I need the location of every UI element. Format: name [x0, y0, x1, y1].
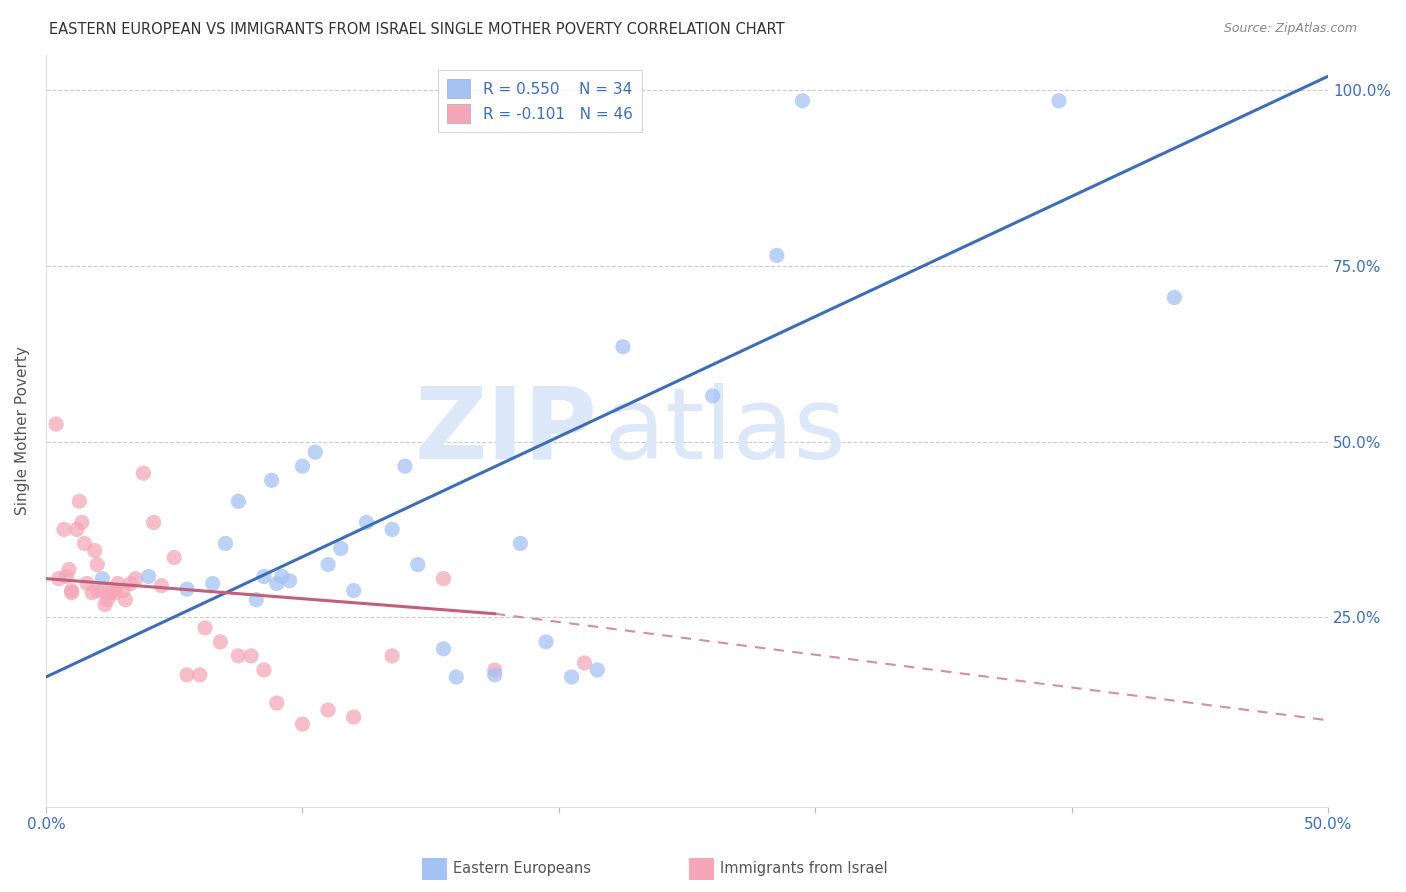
Text: EASTERN EUROPEAN VS IMMIGRANTS FROM ISRAEL SINGLE MOTHER POVERTY CORRELATION CHA: EASTERN EUROPEAN VS IMMIGRANTS FROM ISRA… — [49, 22, 785, 37]
Point — [86, 583, 108, 598]
Point — [70, 516, 93, 530]
Point — [82, 585, 104, 599]
Point — [201, 576, 224, 591]
Point — [329, 541, 352, 556]
Point — [107, 576, 129, 591]
Point — [304, 445, 326, 459]
Point — [316, 703, 339, 717]
Point — [278, 574, 301, 588]
Text: Eastern Europeans: Eastern Europeans — [453, 862, 591, 876]
Point — [111, 583, 134, 598]
Point — [270, 569, 292, 583]
Text: atlas: atlas — [603, 383, 845, 480]
Point — [381, 648, 404, 663]
Point — [94, 598, 117, 612]
Point — [432, 572, 454, 586]
Point — [291, 717, 314, 731]
Point — [702, 389, 724, 403]
Point — [266, 696, 288, 710]
Point — [406, 558, 429, 572]
Point — [120, 576, 142, 591]
Point — [266, 576, 288, 591]
Point — [245, 592, 267, 607]
Point — [574, 656, 596, 670]
Point — [792, 94, 814, 108]
Point — [73, 536, 96, 550]
Point — [446, 670, 468, 684]
Point — [240, 648, 263, 663]
Point — [96, 592, 118, 607]
Point — [104, 585, 127, 599]
Text: Source: ZipAtlas.com: Source: ZipAtlas.com — [1223, 22, 1357, 36]
Point — [226, 494, 249, 508]
Point — [1047, 94, 1070, 108]
Point — [253, 663, 276, 677]
Point — [52, 523, 75, 537]
Point — [91, 583, 114, 598]
Point — [83, 543, 105, 558]
Text: ZIP: ZIP — [415, 383, 598, 480]
Point — [176, 582, 198, 596]
Point — [67, 494, 90, 508]
Point — [343, 583, 366, 598]
Point — [55, 569, 77, 583]
Point — [612, 340, 634, 354]
Point — [76, 576, 98, 591]
Point — [194, 621, 217, 635]
Legend: R = 0.550    N = 34, R = -0.101   N = 46: R = 0.550 N = 34, R = -0.101 N = 46 — [439, 70, 641, 132]
Point — [101, 583, 124, 598]
Point — [765, 248, 787, 262]
Point — [150, 579, 173, 593]
Point — [1163, 291, 1185, 305]
Point — [98, 585, 121, 599]
Point — [253, 569, 276, 583]
Point — [316, 558, 339, 572]
Point — [142, 516, 165, 530]
Point — [114, 592, 136, 607]
Point — [484, 663, 506, 677]
Point — [343, 710, 366, 724]
Point — [561, 670, 583, 684]
Text: Immigrants from Israel: Immigrants from Israel — [720, 862, 887, 876]
Point — [125, 572, 148, 586]
Point — [226, 648, 249, 663]
Point — [58, 562, 80, 576]
Point — [163, 550, 186, 565]
Point — [86, 558, 108, 572]
Point — [291, 459, 314, 474]
Point — [432, 641, 454, 656]
Point — [132, 467, 155, 481]
Point — [45, 417, 67, 431]
Point — [394, 459, 416, 474]
Point — [381, 523, 404, 537]
Y-axis label: Single Mother Poverty: Single Mother Poverty — [15, 347, 30, 516]
Point — [48, 572, 70, 586]
Point — [176, 668, 198, 682]
Point — [356, 516, 378, 530]
Point — [209, 635, 232, 649]
Point — [260, 473, 283, 487]
Point — [188, 668, 211, 682]
Point — [138, 569, 160, 583]
Point — [534, 635, 557, 649]
Point — [66, 523, 89, 537]
Point — [509, 536, 531, 550]
Point — [214, 536, 236, 550]
Point — [60, 585, 83, 599]
Point — [484, 668, 506, 682]
Point — [91, 572, 114, 586]
Point — [586, 663, 609, 677]
Point — [60, 583, 83, 598]
